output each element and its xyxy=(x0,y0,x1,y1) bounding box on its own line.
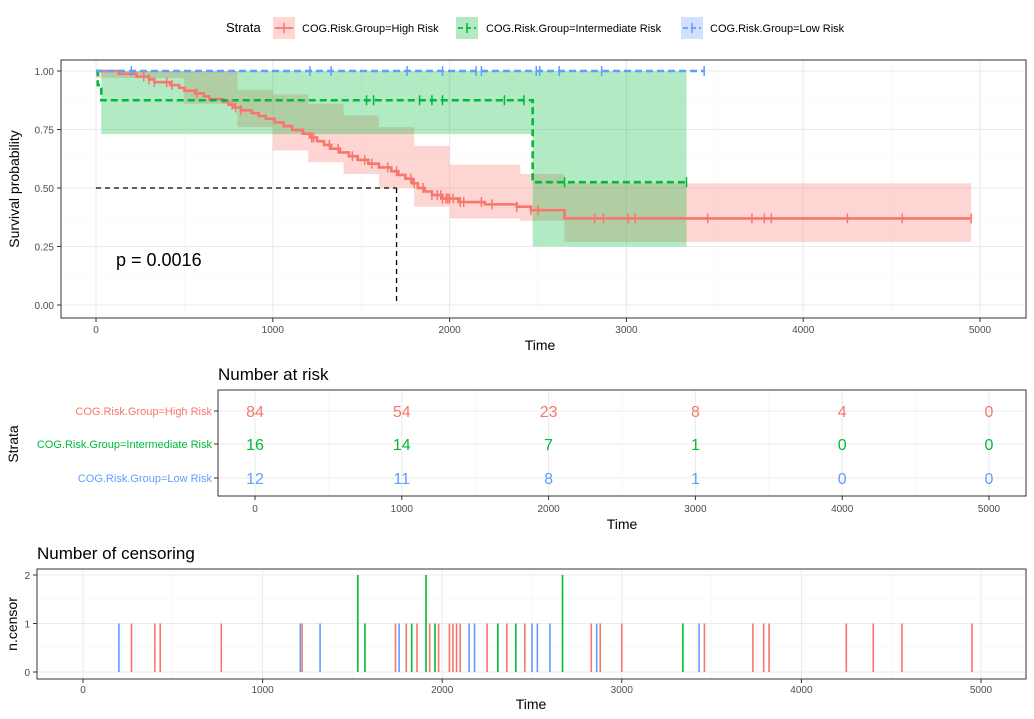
x-tick-label: 0 xyxy=(252,504,258,515)
y-tick-label: 1.00 xyxy=(35,67,55,78)
censor-marks xyxy=(130,66,972,224)
x-tick-label: 1000 xyxy=(251,685,274,696)
x-tick-label: 1000 xyxy=(391,504,414,515)
risk-table-y-axis-label: Strata xyxy=(5,425,21,463)
legend-label-high: COG.Risk.Group=High Risk xyxy=(302,23,439,35)
x-tick-label: 3000 xyxy=(611,685,634,696)
strata-label: COG.Risk.Group=High Risk xyxy=(75,406,212,418)
risk-count: 8 xyxy=(691,404,700,421)
median-survival-lines xyxy=(96,187,398,305)
x-tick-label: 2000 xyxy=(537,504,560,515)
risk-count: 1 xyxy=(691,471,700,488)
confidence-band-0 xyxy=(96,71,972,242)
x-tick-label: 2000 xyxy=(438,325,461,336)
censoring-x-axis-label: Time xyxy=(516,696,547,712)
x-tick-label: 1000 xyxy=(262,325,285,336)
survival-y-axis-label: Survival probability xyxy=(6,130,22,248)
risk-count: 1 xyxy=(691,437,700,454)
risk-table-x-axis-label: Time xyxy=(607,516,638,532)
censoring-bars xyxy=(118,575,973,672)
risk-count: 54 xyxy=(393,404,411,421)
legend-label-low: COG.Risk.Group=Low Risk xyxy=(710,23,845,35)
y-tick-label: 0.25 xyxy=(35,243,55,254)
survival-plot-grid xyxy=(61,60,1026,318)
x-tick-label: 0 xyxy=(80,685,86,696)
legend-label-intermediate: COG.Risk.Group=Intermediate Risk xyxy=(486,23,662,35)
survival-plot-border xyxy=(60,59,1027,319)
x-tick-label: 4000 xyxy=(790,685,813,696)
risk-count: 12 xyxy=(246,471,264,488)
risk-count: 84 xyxy=(246,404,264,421)
survival-plot-axes: 0 1000 2000 3000 4000 5000 0.00 0.25 0.50 0.75 1.0… xyxy=(35,67,992,336)
x-tick-label: 4000 xyxy=(831,504,854,515)
risk-table-title: Number at risk xyxy=(218,365,329,384)
risk-table-cells: 84 54 23 8 4 016 14 7 1 0 012 11 8 1 0 0 xyxy=(246,404,993,488)
risk-table-panel: Number at risk 84 54 23 8 4 016 14 7 1 0 012 11 8 1 0 0… xyxy=(5,365,1027,532)
risk-count: 14 xyxy=(393,437,411,454)
censoring-axes: 0 1000 2000 3000 4000 5000 0 1 2 xyxy=(24,571,992,696)
risk-count: 16 xyxy=(246,437,264,454)
legend-item-high: COG.Risk.Group=High Risk xyxy=(273,17,439,39)
risk-count: 0 xyxy=(985,404,994,421)
censoring-panel: Number of censoring 0 1000 2000 3000 4000 500… xyxy=(4,544,1027,712)
strata-label: COG.Risk.Group=Intermediate Risk xyxy=(37,439,213,451)
survival-plot-panel: 0 1000 2000 3000 4000 5000 0.00 0.25 0.50 0.75 1.0… xyxy=(6,59,1027,353)
risk-count: 0 xyxy=(838,471,847,488)
risk-count: 7 xyxy=(544,437,553,454)
risk-count: 0 xyxy=(838,437,847,454)
x-tick-label: 3000 xyxy=(615,325,638,336)
x-tick-label: 2000 xyxy=(431,685,454,696)
survival-x-axis-label: Time xyxy=(525,337,556,353)
x-tick-label: 5000 xyxy=(970,685,993,696)
survival-curve-1 xyxy=(96,69,687,184)
legend-item-intermediate: COG.Risk.Group=Intermediate Risk xyxy=(456,17,662,39)
censoring-y-axis-label: n.censor xyxy=(4,597,20,651)
risk-count: 11 xyxy=(393,471,410,488)
risk-count: 0 xyxy=(985,437,994,454)
y-tick-label: 1 xyxy=(24,620,30,631)
y-tick-label: 0.50 xyxy=(35,184,55,195)
risk-count: 8 xyxy=(544,471,553,488)
risk-count: 4 xyxy=(838,404,847,421)
legend-item-low: COG.Risk.Group=Low Risk xyxy=(681,17,845,39)
y-tick-label: 2 xyxy=(24,571,30,582)
strata-label: COG.Risk.Group=Low Risk xyxy=(78,473,213,485)
y-tick-label: 0.00 xyxy=(35,301,55,312)
x-tick-label: 0 xyxy=(93,325,99,336)
risk-table-border xyxy=(217,389,1027,497)
x-tick-label: 4000 xyxy=(792,325,815,336)
x-tick-label: 5000 xyxy=(969,325,992,336)
y-tick-label: 0.75 xyxy=(35,126,55,137)
x-tick-label: 3000 xyxy=(684,504,707,515)
risk-table-axes: COG.Risk.Group=High Risk COG.Risk.Group=I… xyxy=(37,406,1001,515)
p-value-annotation: p = 0.0016 xyxy=(116,250,202,270)
y-tick-label: 0 xyxy=(24,668,30,679)
legend: Strata COG.Risk.Group=High Risk COG.Risk… xyxy=(226,17,845,39)
risk-count: 23 xyxy=(540,404,558,421)
censoring-title: Number of censoring xyxy=(37,544,195,563)
risk-count: 0 xyxy=(985,471,994,488)
x-tick-label: 5000 xyxy=(978,504,1001,515)
legend-title: Strata xyxy=(226,20,261,35)
confidence-bands xyxy=(96,71,972,247)
risk-table-grid xyxy=(218,390,1026,496)
confidence-band-1 xyxy=(101,71,687,247)
